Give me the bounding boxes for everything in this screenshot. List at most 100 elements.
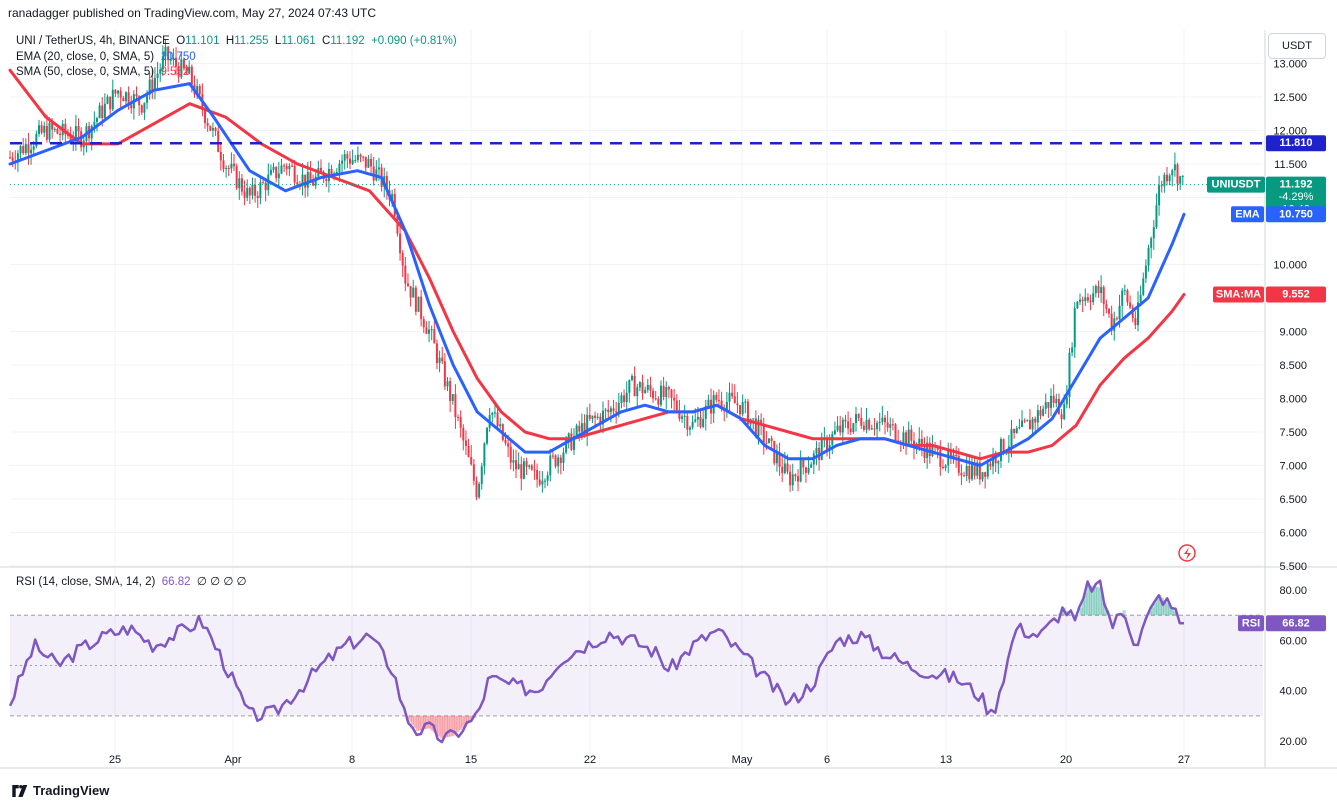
rsi-value-tag[interactable]: 66.82 (1266, 615, 1326, 632)
candle-body (754, 418, 757, 437)
sma-name-tag[interactable]: SMA:MA (1213, 286, 1264, 303)
candle-body (399, 233, 402, 254)
candle-body (499, 424, 502, 427)
alert-lightning-icon[interactable] (1178, 544, 1196, 562)
candle-body (177, 66, 180, 78)
y-tick-label: 9.000 (1279, 327, 1307, 339)
candle-body (433, 329, 436, 344)
candle-body (1123, 290, 1126, 292)
candle-body (941, 466, 944, 468)
candle-body (472, 464, 475, 481)
candle-body (43, 125, 46, 133)
rsi-line[interactable] (8, 579, 1184, 744)
candle-body (1139, 294, 1142, 303)
candle-body (486, 427, 489, 444)
candle-body (533, 469, 536, 471)
y-tick-label: 7.000 (1279, 461, 1307, 473)
candle-body (230, 163, 233, 169)
resistance-price-tag[interactable]: 11.810 (1266, 135, 1326, 152)
candle-body (372, 166, 375, 181)
candle-body (1150, 238, 1153, 248)
candle-body (1171, 170, 1174, 176)
candle-body (443, 361, 446, 387)
candle-body (206, 122, 209, 126)
ema-price-tag[interactable]: 10.750 (1266, 206, 1326, 223)
candle-body (920, 438, 923, 447)
candle-body (103, 103, 106, 119)
candle-body (810, 464, 813, 468)
candle-body (211, 128, 214, 131)
candle-body (891, 424, 894, 426)
rsi-pane[interactable] (8, 579, 1263, 744)
ema-legend-row[interactable]: EMA (20, close, 0, SMA, 5) 10.750 (16, 50, 457, 66)
candle-body (907, 429, 910, 446)
candle-body (1118, 305, 1121, 320)
candle-body (1010, 428, 1013, 447)
candle-body (699, 416, 702, 427)
candle-body (625, 392, 628, 403)
x-tick-label: 20 (1060, 754, 1072, 766)
candle-body (240, 178, 243, 192)
candle-body (1155, 205, 1158, 228)
candle-body (269, 169, 272, 175)
candle-body (928, 442, 931, 457)
candle-body (143, 102, 146, 113)
candle-body (836, 425, 839, 431)
candle-body (641, 382, 644, 394)
candle-body (280, 165, 283, 174)
candle-body (493, 412, 496, 414)
candle-body (449, 381, 452, 401)
candle-body (1086, 297, 1089, 301)
candle-body (48, 122, 51, 140)
candle-body (620, 395, 623, 403)
rsi-name-tag[interactable]: RSI (1238, 615, 1264, 632)
candle-body (654, 398, 657, 400)
candle-body (457, 417, 460, 419)
candle-body (1136, 302, 1139, 326)
sma-price-tag[interactable]: 9.552 (1266, 286, 1326, 303)
sma-legend-row[interactable]: SMA (50, close, 0, SMA, 5) 9.552 (16, 65, 457, 81)
candle-body (180, 59, 183, 78)
candle-body (204, 109, 207, 123)
rsi-y-tick-label: 20.00 (1279, 736, 1307, 748)
candle-body (1036, 410, 1039, 423)
candle-body (612, 408, 615, 412)
candle-body (544, 480, 547, 482)
y-tick-label: 7.500 (1279, 427, 1307, 439)
candle-body (791, 474, 794, 486)
ema-name-tag[interactable]: EMA (1231, 206, 1264, 223)
candle-body (789, 471, 792, 486)
ema-20-line[interactable] (8, 82, 1186, 467)
candle-body (235, 166, 238, 189)
candle-body (517, 464, 520, 470)
candle-body (1076, 301, 1079, 309)
candle-body (847, 421, 850, 429)
candle-body (19, 146, 22, 154)
candle-body (799, 460, 802, 482)
candle-body (678, 410, 681, 419)
candle-body (746, 401, 749, 425)
candle-body (994, 455, 997, 464)
x-tick-label: 6 (824, 754, 830, 766)
candle-body (1071, 347, 1074, 353)
symbol-label[interactable]: UNI / TetherUS, 4h, BINANCE (16, 35, 170, 47)
price-pane[interactable] (8, 39, 1263, 501)
candle-body (480, 466, 483, 484)
candle-body (1115, 318, 1118, 320)
candle-body (1018, 426, 1021, 429)
candle-body (222, 160, 225, 169)
candle-body (483, 443, 486, 467)
footer: TradingView (12, 783, 109, 798)
candle-body (849, 428, 852, 432)
candle-body (1021, 420, 1024, 427)
rsi-legend[interactable]: RSI (14, close, SMA, 14, 2) 66.82 ∅ ∅ ∅ … (16, 574, 247, 588)
candle-body (1168, 175, 1171, 182)
candle-body (870, 428, 873, 430)
candle-body (567, 433, 570, 439)
currency-button[interactable]: USDT (1268, 33, 1326, 59)
candle-body (417, 296, 420, 312)
symbol-name-tag[interactable]: UNIUSDT (1207, 176, 1265, 193)
candle-body (1002, 439, 1005, 453)
candle-body (557, 457, 560, 467)
